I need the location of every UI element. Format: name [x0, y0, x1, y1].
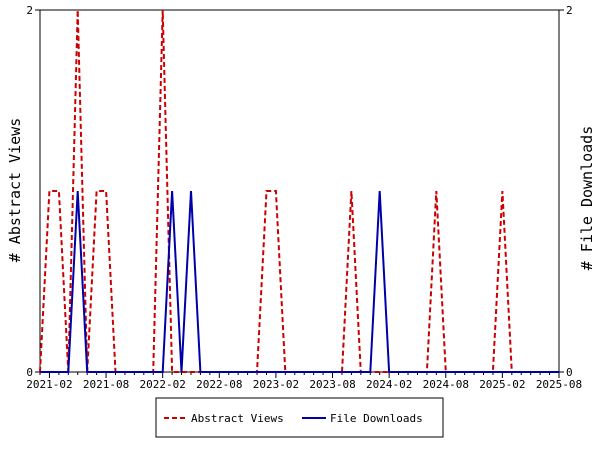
legend-label-abstract-views: Abstract Views [191, 412, 284, 425]
x-tick-label: 2023-08 [309, 378, 355, 391]
x-tick-label: 2024-08 [423, 378, 469, 391]
y-axis-left-title: # Abstract Views [6, 118, 24, 263]
tick-labels: 2021-02 2021-08 2022-02 2022-08 2023-02 2023-… [26, 4, 582, 391]
series-layer [39, 9, 559, 373]
x-tick-label: 2021-02 [26, 378, 72, 391]
x-tick-label: 2024-02 [366, 378, 412, 391]
x-tick-label: 2021-08 [83, 378, 129, 391]
y-tick-label-right: 0 [566, 366, 573, 379]
y-tick-label-right: 2 [566, 4, 573, 17]
x-tick-label: 2025-02 [479, 378, 525, 391]
legend: Abstract Views File Downloads [155, 397, 444, 438]
plot-frame [39, 9, 560, 373]
legend-box [155, 397, 444, 438]
series-line-file-downloads [40, 190, 559, 373]
y-tick-label-left: 2 [26, 4, 33, 17]
y-axis-right-title: # File Downloads [578, 126, 596, 271]
x-tick-label: 2025-08 [536, 378, 582, 391]
plot-area [39, 9, 560, 373]
x-tick-label: 2022-02 [139, 378, 185, 391]
legend-label-file-downloads: File Downloads [330, 412, 423, 425]
x-tick-label: 2022-08 [196, 378, 242, 391]
x-tick-label: 2023-02 [253, 378, 299, 391]
y-tick-label-left: 0 [26, 366, 33, 379]
